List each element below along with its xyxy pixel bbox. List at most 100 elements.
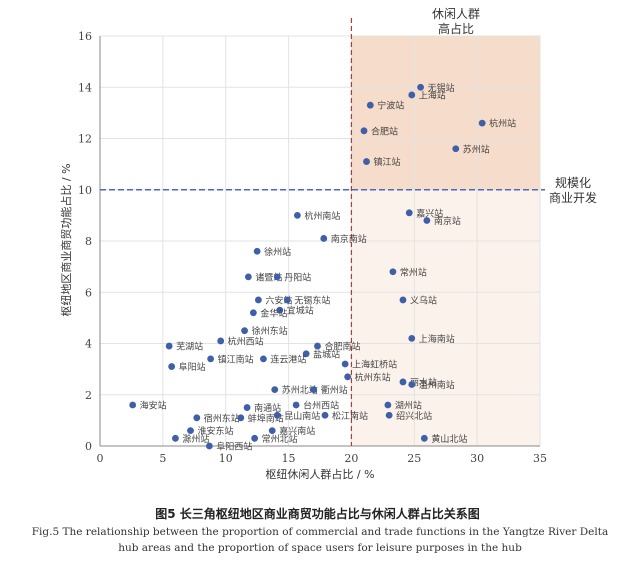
data-point-label: 盐城站 (313, 348, 340, 360)
data-point-label: 镇江南站 (218, 353, 254, 365)
data-point (420, 434, 428, 442)
data-point-label: 常州站 (400, 266, 427, 278)
scatter-chart: 0 5 10 15 20 25 30 35 0 2 4 6 8 10 12 14 16 无锡站上海站宁波站杭州站… (59, 7, 597, 481)
data-point (251, 434, 259, 442)
data-point-label: 连云港站 (270, 353, 306, 365)
data-point (273, 273, 281, 281)
x-tick-label: 25 (407, 452, 421, 465)
data-point-label: 丽水站 (410, 376, 437, 388)
y-tick-label: 8 (85, 235, 92, 248)
data-point (165, 342, 173, 350)
data-point-label: 昆山南站 (284, 410, 320, 422)
data-point-label: 徐州站 (264, 246, 291, 258)
y-tick-label: 10 (78, 184, 92, 197)
data-point-label: 绍兴北站 (396, 410, 432, 422)
data-point (237, 414, 245, 422)
data-point-label: 合肥站 (371, 125, 398, 137)
data-point (360, 127, 368, 135)
x-tick-label: 15 (282, 452, 296, 465)
data-point-label: 无锡站 (428, 82, 455, 94)
quadrant-label-right-line1: 规模化 (555, 175, 591, 190)
data-point (385, 411, 393, 419)
data-point (283, 296, 291, 304)
x-tick-label: 30 (470, 452, 484, 465)
data-point-label: 宿州东站 (204, 412, 240, 424)
data-point-label: 丹阳站 (284, 271, 311, 283)
data-point (244, 273, 252, 281)
data-point (249, 309, 257, 317)
data-point-label: 南京南站 (331, 233, 367, 245)
data-point-label: 湖州站 (395, 400, 422, 412)
data-point-label: 台州西站 (303, 400, 339, 412)
data-point (172, 434, 179, 442)
data-point (408, 381, 416, 388)
data-point (255, 296, 262, 304)
data-point-label: 上海站 (419, 89, 446, 101)
data-point-label: 杭州西站 (228, 335, 264, 347)
data-point (405, 209, 413, 217)
data-point (423, 217, 431, 224)
data-point-label: 苏州站 (463, 143, 490, 155)
data-point-label: 无锡东站 (294, 294, 330, 306)
data-point-label: 苏州北站 (282, 384, 318, 396)
data-point-label: 镇江站 (374, 156, 401, 168)
axes (99, 36, 540, 447)
quadrant-label-right-line2: 商业开发 (549, 190, 597, 205)
data-point (399, 296, 407, 304)
data-point-label: 金华站 (260, 307, 287, 319)
data-point-label: 常州北站 (262, 433, 298, 445)
data-point (389, 268, 397, 276)
y-tick-label: 2 (85, 389, 92, 402)
data-point (243, 404, 251, 411)
data-point-label: 杭州南站 (304, 210, 340, 222)
data-point (217, 337, 225, 345)
data-point (271, 386, 279, 394)
quadrant-label-top-line1: 休闲人群 (432, 7, 480, 21)
tick-labels: 0 5 10 15 20 25 30 35 0 2 4 6 8 10 12 14 16 (78, 30, 547, 465)
data-point-label: 松江南站 (332, 410, 368, 422)
data-point-label: 义乌站 (410, 294, 437, 306)
data-point-label: 合肥南站 (324, 341, 360, 353)
y-tick-label: 16 (78, 30, 92, 43)
data-point (363, 158, 370, 165)
data-point (241, 327, 248, 335)
data-point-label: 南通站 (254, 402, 281, 414)
data-point-label: 衢州站 (321, 384, 348, 396)
data-point (341, 360, 349, 368)
data-point (321, 411, 329, 419)
data-point (205, 442, 213, 450)
data-point (207, 355, 215, 363)
quadrant-label-top-line2: 高占比 (438, 21, 474, 36)
data-point-label: 海安站 (140, 400, 167, 412)
data-point (129, 401, 137, 409)
data-point (260, 355, 267, 363)
data-point-label: 阜阳西站 (216, 441, 252, 453)
low-leisure-region (351, 189, 540, 446)
x-tick-label: 5 (159, 452, 166, 465)
data-point (193, 414, 201, 422)
data-point-label: 上海南站 (419, 333, 455, 345)
y-tick-label: 4 (85, 338, 92, 351)
data-point (253, 247, 261, 255)
data-point-label: 阜阳站 (179, 361, 206, 373)
data-point (276, 306, 284, 314)
data-point-label: 芜湖站 (176, 341, 203, 353)
data-point (344, 373, 352, 381)
y-axis-label: 枢纽地区商业商贸功能占比 / % (59, 163, 73, 316)
data-point (314, 342, 321, 350)
data-point-label: 徐州东站 (252, 325, 288, 337)
data-point (302, 350, 310, 358)
y-tick-label: 0 (85, 440, 92, 453)
data-point (310, 386, 318, 394)
data-point-label: 南京站 (434, 215, 461, 227)
data-point (293, 211, 301, 219)
y-tick-label: 12 (78, 133, 92, 146)
x-tick-label: 10 (219, 452, 233, 465)
figure-caption-cn: 图5 长三角枢纽地区商业商贸功能占比与休闲人群占比关系图 (155, 507, 480, 521)
x-tick-label: 0 (97, 452, 104, 465)
high-leisure-region (351, 36, 540, 190)
data-point-label: 宁波站 (377, 100, 404, 112)
data-point-label: 黄山北站 (431, 433, 467, 445)
data-point (417, 83, 424, 91)
